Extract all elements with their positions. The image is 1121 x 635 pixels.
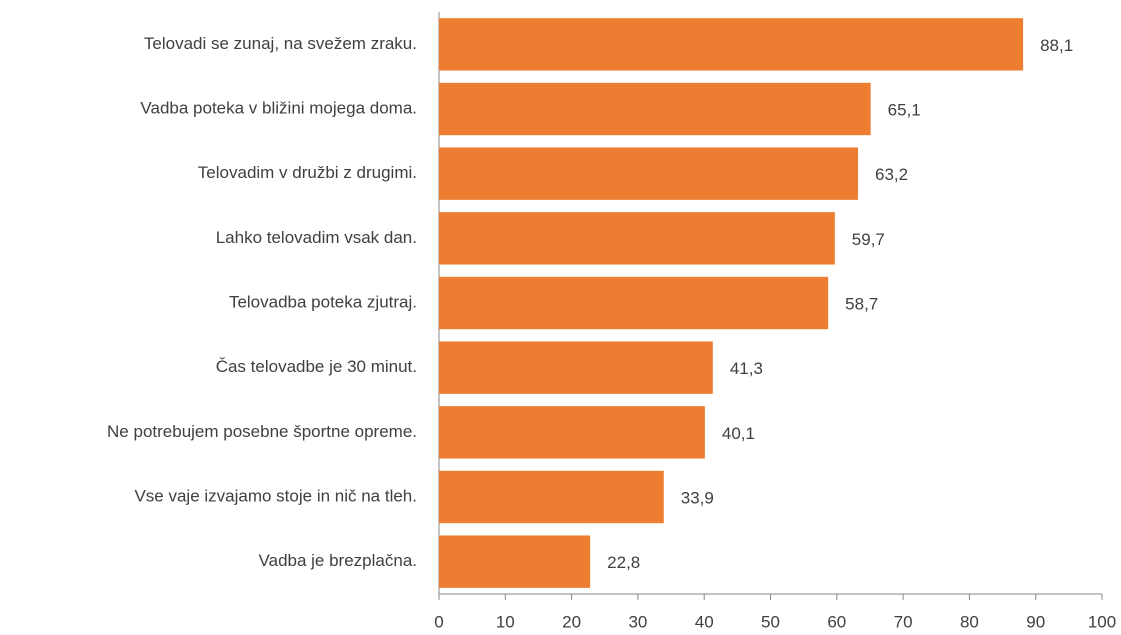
- bar: [439, 18, 1024, 71]
- y-tick-label: Telovadba poteka zjutraj.: [229, 292, 417, 311]
- bar: [439, 341, 713, 394]
- x-tick-label: 40: [695, 612, 714, 631]
- bar: [439, 406, 705, 459]
- x-tick-label: 90: [1026, 612, 1045, 631]
- x-tick-label: 0: [434, 612, 443, 631]
- y-tick-label: Vadba je brezplačna.: [259, 551, 417, 570]
- value-label: 88,1: [1040, 36, 1073, 55]
- bar: [439, 147, 859, 200]
- x-tick-label: 50: [761, 612, 780, 631]
- y-tick-label: Čas telovadbe je 30 minut.: [216, 357, 417, 376]
- value-label: 33,9: [681, 488, 714, 507]
- x-tick-label: 30: [628, 612, 647, 631]
- bar: [439, 276, 829, 330]
- value-label: 65,1: [888, 100, 921, 119]
- x-tick-label: 10: [496, 612, 515, 631]
- x-tick-label: 70: [894, 612, 913, 631]
- bar: [439, 82, 871, 136]
- y-tick-label: Telovadi se zunaj, na svežem zraku.: [144, 34, 417, 53]
- y-tick-label: Vadba poteka v bližini mojega doma.: [140, 98, 417, 117]
- y-tick-label: Vse vaje izvajamo stoje in nič na tleh.: [134, 486, 417, 505]
- bar: [439, 470, 664, 524]
- value-label: 40,1: [722, 424, 755, 443]
- x-tick-label: 100: [1088, 612, 1116, 631]
- value-label: 59,7: [852, 230, 885, 249]
- bar: [439, 212, 835, 265]
- x-tick-label: 60: [827, 612, 846, 631]
- value-label: 41,3: [730, 359, 763, 378]
- x-tick-label: 80: [960, 612, 979, 631]
- x-tick-label: 20: [562, 612, 581, 631]
- bar: [439, 535, 591, 588]
- value-label: 22,8: [607, 553, 640, 572]
- y-tick-label: Telovadim v družbi z drugimi.: [198, 163, 417, 182]
- y-tick-label: Lahko telovadim vsak dan.: [216, 228, 417, 247]
- value-label: 63,2: [875, 165, 908, 184]
- y-tick-label: Ne potrebujem posebne športne opreme.: [107, 422, 417, 441]
- value-label: 58,7: [845, 294, 878, 313]
